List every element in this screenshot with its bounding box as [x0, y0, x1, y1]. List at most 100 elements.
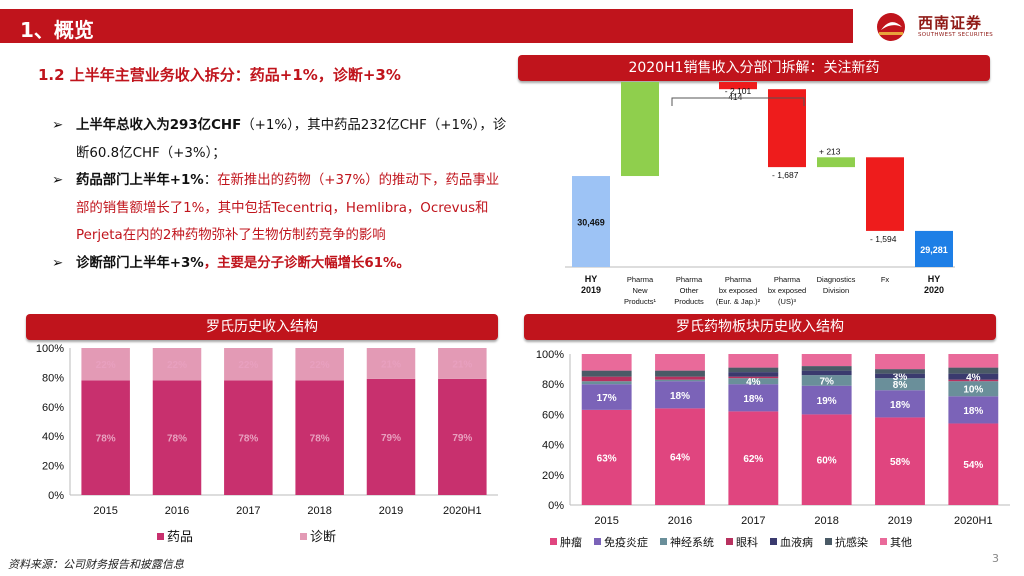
stacked-bar-label: 17%	[597, 393, 617, 404]
brand-name-en: SOUTHWEST SECURITIES	[918, 32, 994, 38]
bullet-heading: 上半年总收入为293亿CHF	[76, 118, 242, 133]
stacked-bar-segment	[948, 381, 999, 397]
waterfall-value-label: - 173	[674, 82, 694, 83]
waterfall-category-label: Fx	[881, 275, 890, 284]
stacked-bar-segment	[948, 354, 999, 368]
x-tick-label: 2015	[93, 505, 117, 517]
waterfall-value-label: 30,469	[577, 218, 605, 228]
stacked-bar-segment	[224, 380, 273, 495]
bullet-item: ➢ 药品部门上半年+1%：在新推出的药物（+37%）的推动下，药品事业部的销售额…	[52, 167, 512, 250]
stacked-bar-segment	[152, 348, 202, 381]
x-tick-label: 2015	[594, 515, 618, 527]
stacked-bar-label: 4%	[746, 377, 761, 388]
stacked-bar-segment	[81, 348, 130, 381]
stacked-bar-label: 18%	[890, 400, 910, 411]
waterfall-value-label: 29,281	[920, 245, 948, 255]
arrow-bullet-icon: ➢	[52, 173, 64, 188]
stacked-bar-segment	[948, 367, 999, 374]
stacked-bar-segment	[438, 348, 487, 379]
y-tick-label: 80%	[542, 379, 564, 391]
stacked-bar-segment	[801, 385, 852, 415]
waterfall-bracket-label: - 2,101	[725, 86, 752, 96]
stacked-bar-segment	[581, 376, 632, 382]
stacked-bar-label: 7%	[819, 376, 834, 387]
legend-swatch	[825, 538, 832, 545]
waterfall-category-label: Division	[823, 286, 849, 295]
waterfall-bar	[915, 230, 953, 267]
stacked-bar-segment	[655, 408, 705, 505]
waterfall-category-label: HY	[928, 274, 941, 284]
stacked-bar-segment	[728, 367, 779, 373]
x-tick-label: 2020H1	[443, 505, 482, 517]
legend-label: 血液病	[780, 535, 813, 549]
stacked-bar-segment	[728, 376, 779, 379]
waterfall-bar	[621, 82, 659, 177]
legend-swatch	[660, 538, 667, 545]
source-note: 资料来源：公司财务报告和披露信息	[8, 558, 184, 571]
stacked-bar-label: 10%	[963, 385, 983, 396]
stacked-bar-segment	[655, 376, 705, 380]
y-tick-label: 20%	[542, 470, 564, 482]
waterfall-bar	[572, 176, 610, 267]
stacked-bar-segment	[728, 411, 779, 505]
arrow-bullet-icon: ➢	[52, 118, 64, 133]
waterfall-value-label: - 1,594	[870, 234, 897, 244]
stacked-bar-label: 63%	[597, 453, 617, 464]
stacked-bar-segment	[801, 370, 852, 376]
waterfall-category-label: bx exposed	[768, 286, 806, 295]
waterfall-category-label: Pharma	[725, 275, 752, 284]
stacked-bar-segment	[875, 378, 925, 391]
y-tick-label: 0%	[48, 490, 64, 502]
legend-swatch	[594, 538, 601, 545]
stacked-bar-segment	[581, 354, 632, 371]
bullet-list: ➢ 上半年总收入为293亿CHF（+1%），其中药品232亿CHF（+1%），诊…	[52, 112, 512, 277]
legend-swatch	[880, 538, 887, 545]
stacked-bar-label: 22%	[96, 360, 116, 371]
stacked-bar-segment	[581, 381, 632, 385]
legend-label: 神经系统	[670, 535, 714, 549]
waterfall-category-label: Products	[674, 297, 704, 306]
stacked-bar-segment	[801, 354, 852, 367]
waterfall-category-label: 2019	[581, 285, 601, 295]
bullet-heading: 药品部门上半年+1%	[76, 173, 204, 188]
waterfall-value-label: - 414	[723, 92, 743, 102]
stacked-bar-segment	[801, 375, 852, 386]
stacked-bar-segment	[581, 370, 632, 377]
waterfall-bar	[817, 157, 855, 168]
x-tick-label: 2017	[741, 515, 765, 527]
bullet-heading: 诊断部门上半年+3%	[76, 255, 204, 271]
x-tick-label: 2018	[307, 505, 331, 517]
stacked-bar-segment	[728, 372, 779, 377]
y-tick-label: 0%	[548, 500, 564, 512]
stacked-bar-segment	[948, 373, 999, 380]
bullet-highlight: ，主要是分子诊断大幅增长61%。	[203, 255, 410, 271]
stacked-bar-segment	[295, 348, 344, 381]
waterfall-panel-title: 2020H1销售收入分部门拆解：关注新药	[518, 55, 990, 81]
stacked-bar-label: 78%	[96, 434, 116, 445]
stacked-bar-label: 79%	[452, 433, 472, 444]
stacked-bar-segment	[728, 354, 779, 368]
stacked-bar-segment	[438, 378, 487, 495]
bullet-item: ➢ 诊断部门上半年+3%，主要是分子诊断大幅增长61%。	[52, 250, 512, 278]
x-tick-label: 2016	[165, 505, 189, 517]
section-subtitle: 1.2 上半年主营业务收入拆分：药品+1%，诊断+3%	[38, 66, 401, 84]
stacked-bar-label: 22%	[167, 360, 187, 371]
header: 1、概览 西南证券 SOUTHWEST SECURITIES	[0, 0, 1024, 46]
waterfall-bracket	[671, 97, 805, 106]
legend-label: 药品	[167, 529, 193, 544]
waterfall-category-label: (US)³	[778, 297, 796, 306]
stacked-bar-segment	[655, 354, 705, 371]
page-number: 3	[992, 552, 999, 565]
y-tick-label: 60%	[542, 409, 564, 421]
stacked-bar-segment	[366, 348, 416, 379]
stacked-bar-label: 4%	[966, 373, 981, 384]
stacked-bar-label: 22%	[310, 360, 330, 371]
y-tick-label: 60%	[42, 402, 64, 414]
stacked-bar-label: 3%	[893, 372, 908, 383]
legend-label: 抗感染	[835, 535, 868, 549]
bullet-text: （+1%），其中药品232亿CHF（+1%），诊断60.8亿CHF（+3%）；	[76, 118, 507, 161]
brand-emblem-icon	[877, 13, 905, 41]
stacked-bar-label: 79%	[381, 433, 401, 444]
history-stacked-chart: 0% 20% 40% 60% 80% 100% 78% 22% 2015 78% 22% 2016 78…	[36, 343, 498, 544]
